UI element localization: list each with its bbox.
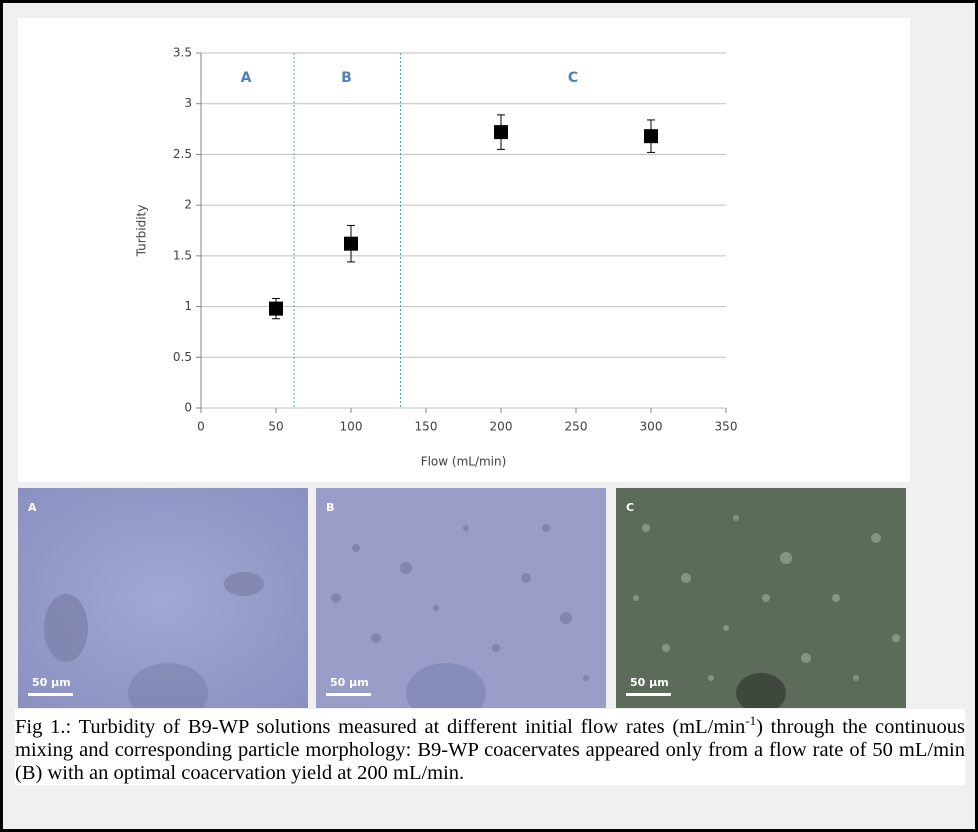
y-tick-label: 1.5	[173, 248, 192, 262]
x-tick-label: 150	[415, 420, 438, 434]
scale-bar-label: 50 µm	[32, 676, 71, 689]
x-axis-title: Flow (mL/min)	[421, 455, 507, 469]
caption-text: ) through the continuous mixing and corr…	[15, 715, 965, 784]
chart: 0 0.5 1 1.5 2 2.5 3 3.5 0 50 100 150 200 250 300 350 A B C…	[18, 18, 910, 482]
caption: Fig 1.: Turbidity of B9-WP solutions mea…	[15, 709, 965, 785]
micrograph-b: B 50 µm	[316, 488, 606, 708]
x-tick-label: 350	[715, 420, 738, 434]
x-tick-label: 250	[565, 420, 588, 434]
scale-bar-label: 50 µm	[330, 676, 369, 689]
x-tick-label: 50	[268, 420, 283, 434]
y-tick-label: 1	[184, 299, 192, 313]
marker	[644, 129, 658, 144]
marker	[344, 236, 358, 251]
y-tick-label: 3	[184, 96, 192, 110]
panel-label: A	[28, 501, 37, 514]
micrograph-c: C 50 µm	[616, 488, 906, 708]
y-tick-label: 2.5	[173, 147, 192, 161]
y-tick-label: 2	[184, 198, 192, 212]
panel-label: C	[626, 501, 634, 514]
y-tick-label: 3.5	[173, 46, 192, 60]
x-tick-label: 200	[490, 420, 513, 434]
caption-text: Fig 1.: Turbidity of B9-WP solutions mea…	[15, 715, 746, 738]
x-tick-label: 0	[197, 420, 205, 434]
x-tick-label: 300	[640, 420, 663, 434]
micrograph-a: A 50 µm	[18, 488, 308, 708]
region-label: C	[568, 70, 578, 86]
y-axis-title: Turbidity	[135, 205, 149, 258]
marker	[494, 125, 508, 140]
y-tick-label: 0	[184, 401, 192, 415]
marker	[269, 301, 283, 316]
y-tick-label: 0.5	[173, 350, 192, 364]
panel-label: B	[326, 501, 334, 514]
x-tick-label: 100	[340, 420, 363, 434]
region-label: B	[341, 70, 352, 86]
caption-superscript: -1	[745, 713, 757, 728]
region-label: A	[241, 70, 252, 86]
scale-bar-label: 50 µm	[630, 676, 669, 689]
